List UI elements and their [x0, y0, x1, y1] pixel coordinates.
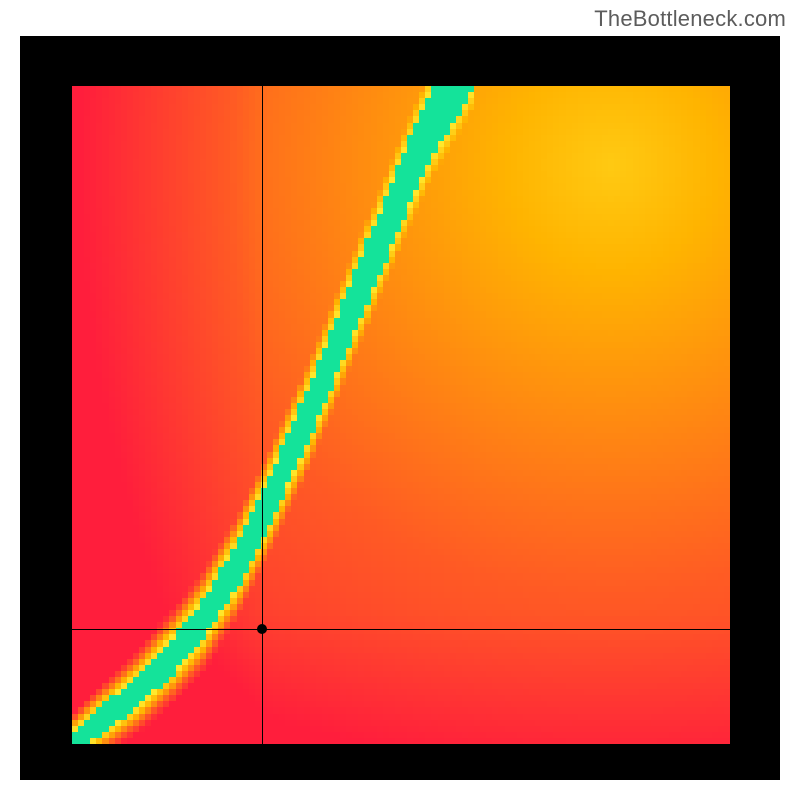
page-root: TheBottleneck.com: [0, 0, 800, 800]
heatmap-plot: [72, 86, 730, 744]
watermark-text: TheBottleneck.com: [594, 6, 786, 32]
chart-frame: [20, 36, 780, 780]
crosshair-horizontal: [72, 629, 730, 630]
bottleneck-marker: [257, 624, 267, 634]
heatmap-canvas: [72, 86, 730, 744]
crosshair-vertical: [262, 86, 263, 744]
